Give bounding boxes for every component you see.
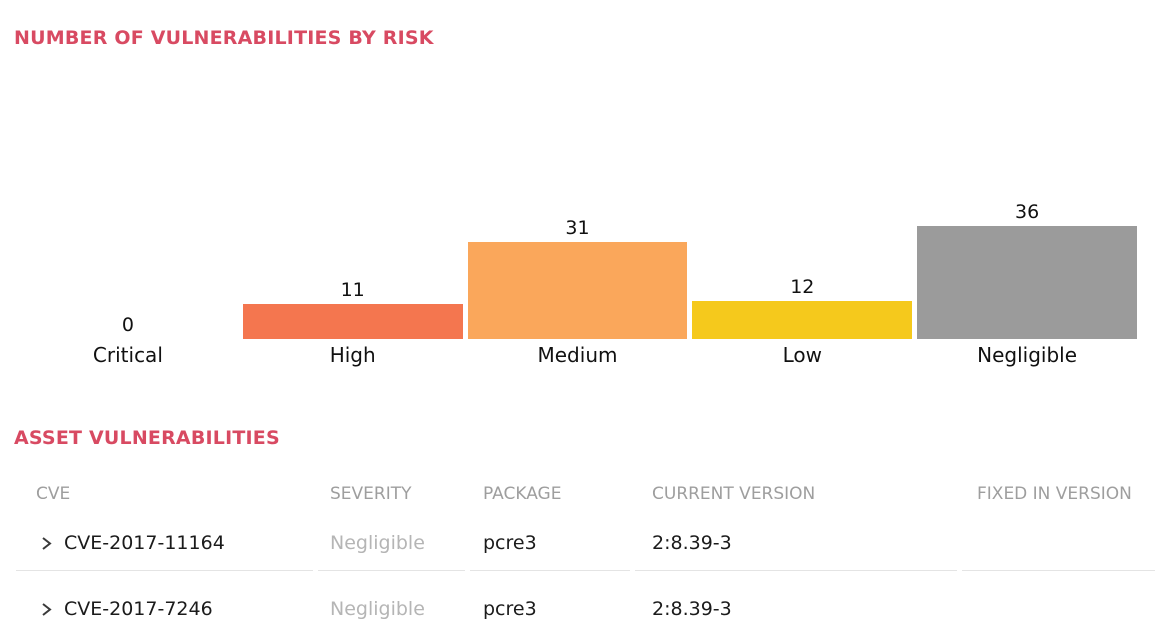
cve-id: CVE-2017-11164 bbox=[64, 532, 225, 554]
table-row: CVE-2017-11164 Negligible pcre3 2:8.39-3 bbox=[16, 505, 1155, 571]
bar-low bbox=[692, 301, 913, 339]
package-value: pcre3 bbox=[470, 571, 630, 633]
row-expand-button[interactable] bbox=[40, 601, 53, 618]
severity-value: Negligible bbox=[318, 505, 465, 571]
bar-value-medium: 31 bbox=[565, 217, 590, 239]
vulnerabilities-by-risk-chart: 0 Critical 11 High 31 Medium 12 Low 36 N… bbox=[18, 200, 1137, 367]
bar-high bbox=[242, 304, 463, 339]
bar-value-critical: 0 bbox=[121, 314, 134, 336]
current-version-value: 2:8.39-3 bbox=[635, 505, 957, 571]
bar-medium bbox=[467, 242, 688, 339]
bar-label-low: Low bbox=[782, 343, 822, 367]
table-header-row: CVE SEVERITY PACKAGE CURRENT VERSION FIX… bbox=[16, 483, 1155, 505]
current-version-value: 2:8.39-3 bbox=[635, 571, 957, 633]
chevron-right-icon bbox=[40, 535, 53, 552]
column-header-severity: SEVERITY bbox=[330, 484, 412, 504]
chart-bar-group-negligible: 36 Negligible bbox=[917, 200, 1137, 367]
bar-value-negligible: 36 bbox=[1014, 201, 1040, 223]
chevron-right-icon bbox=[40, 601, 53, 618]
bar-label-negligible: Negligible bbox=[977, 343, 1078, 367]
column-header-fixed-in-version: FIXED IN VERSION bbox=[977, 484, 1132, 504]
column-header-current-version: CURRENT VERSION bbox=[652, 484, 816, 504]
asset-vulnerabilities-table: CVE SEVERITY PACKAGE CURRENT VERSION FIX… bbox=[16, 483, 1155, 633]
column-header-package: PACKAGE bbox=[483, 484, 562, 504]
fixed-in-version-value bbox=[962, 571, 1155, 633]
severity-value: Negligible bbox=[318, 571, 465, 633]
chart-bar-group-low: 12 Low bbox=[692, 200, 913, 367]
bar-label-high: High bbox=[329, 343, 376, 367]
table-row: CVE-2017-7246 Negligible pcre3 2:8.39-3 bbox=[16, 571, 1155, 633]
fixed-in-version-value bbox=[962, 505, 1155, 571]
bar-value-high: 11 bbox=[340, 279, 365, 301]
bar-negligible bbox=[917, 226, 1137, 339]
chart-section-title: NUMBER OF VULNERABILITIES BY RISK bbox=[14, 27, 434, 49]
package-value: pcre3 bbox=[470, 505, 630, 571]
column-header-cve: CVE bbox=[36, 484, 71, 504]
bar-label-critical: Critical bbox=[92, 343, 163, 367]
bar-value-low: 12 bbox=[790, 276, 815, 298]
chart-bar-group-medium: 31 Medium bbox=[467, 200, 688, 367]
cve-id: CVE-2017-7246 bbox=[64, 598, 213, 620]
chart-bar-group-critical: 0 Critical bbox=[18, 200, 238, 367]
bar-label-medium: Medium bbox=[537, 343, 618, 367]
row-expand-button[interactable] bbox=[40, 535, 53, 552]
table-section-title: ASSET VULNERABILITIES bbox=[14, 427, 280, 449]
chart-bar-group-high: 11 High bbox=[242, 200, 463, 367]
